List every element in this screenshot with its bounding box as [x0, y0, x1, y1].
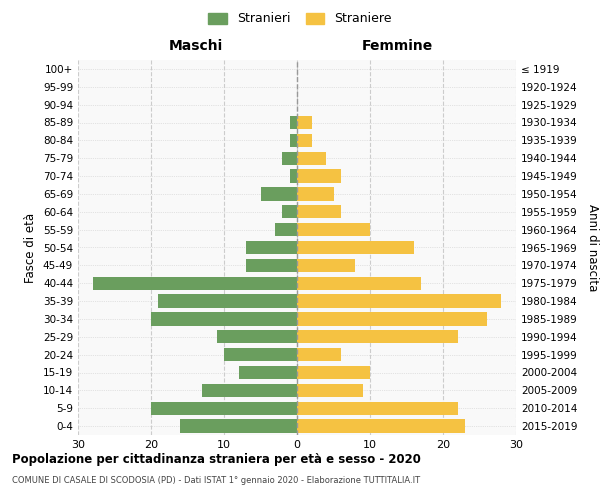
Bar	[297, 420, 465, 433]
Text: COMUNE DI CASALE DI SCODOSIA (PD) - Dati ISTAT 1° gennaio 2020 - Elaborazione TU: COMUNE DI CASALE DI SCODOSIA (PD) - Dati…	[12, 476, 420, 485]
Bar	[151, 312, 297, 326]
Bar	[297, 205, 341, 218]
Y-axis label: Fasce di età: Fasce di età	[25, 212, 37, 282]
Bar	[260, 187, 297, 200]
Bar	[180, 420, 297, 433]
Bar	[290, 116, 297, 129]
Bar	[246, 258, 297, 272]
Legend: Stranieri, Straniere: Stranieri, Straniere	[205, 8, 395, 29]
Bar	[275, 223, 297, 236]
Bar	[297, 330, 458, 344]
Bar	[239, 366, 297, 379]
Bar	[297, 348, 341, 362]
Bar	[297, 134, 311, 147]
Bar	[151, 402, 297, 415]
Text: Maschi: Maschi	[169, 38, 223, 52]
Bar	[290, 170, 297, 183]
Bar	[224, 348, 297, 362]
Bar	[297, 258, 355, 272]
Bar	[297, 187, 334, 200]
Bar	[290, 134, 297, 147]
Bar	[283, 152, 297, 165]
Bar	[297, 402, 458, 415]
Bar	[217, 330, 297, 344]
Bar	[92, 276, 297, 290]
Bar	[297, 241, 414, 254]
Text: Popolazione per cittadinanza straniera per età e sesso - 2020: Popolazione per cittadinanza straniera p…	[12, 452, 421, 466]
Bar	[158, 294, 297, 308]
Bar	[283, 205, 297, 218]
Y-axis label: Anni di nascita: Anni di nascita	[586, 204, 599, 291]
Bar	[246, 241, 297, 254]
Bar	[297, 116, 311, 129]
Bar	[297, 312, 487, 326]
Text: Femmine: Femmine	[362, 38, 433, 52]
Bar	[297, 366, 370, 379]
Bar	[297, 170, 341, 183]
Bar	[297, 223, 370, 236]
Bar	[297, 294, 502, 308]
Bar	[297, 152, 326, 165]
Bar	[297, 384, 362, 397]
Bar	[202, 384, 297, 397]
Bar	[297, 276, 421, 290]
